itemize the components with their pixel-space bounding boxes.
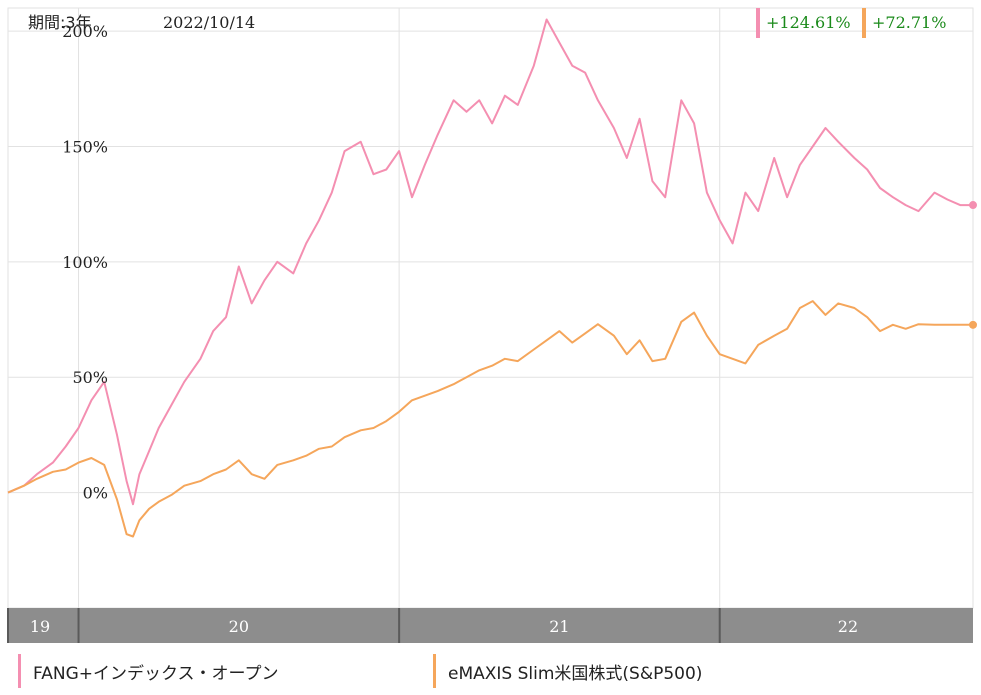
legend-swatch-fang: [18, 654, 21, 688]
grid: [7, 7, 974, 609]
legend-swatch-sp500: [433, 654, 436, 688]
x-axis-band: [8, 608, 973, 643]
return-value-fang: +124.61%: [766, 13, 851, 32]
legend-label-fang: FANG+インデックス・オープン: [33, 663, 279, 684]
chart-date: 2022/10/14: [163, 13, 255, 32]
plot-frame: [7, 7, 974, 609]
series-end-point-0: [969, 201, 977, 210]
return-marker-sp500: [862, 8, 866, 38]
period-label: 期間:3年: [28, 13, 92, 32]
y-tick-label: 150%: [62, 137, 108, 156]
x-tick-label: 19: [30, 617, 50, 636]
return-value-sp500: +72.71%: [872, 13, 946, 32]
y-tick-label: 50%: [72, 368, 108, 387]
y-tick-label: 0%: [83, 484, 108, 503]
x-tick-label: 22: [838, 617, 858, 636]
y-tick-label: 100%: [62, 253, 108, 272]
series-end-point-1: [969, 320, 977, 329]
legend-item-sp500: eMAXIS Slim米国株式(S&P500): [433, 654, 702, 688]
line-chart: 0% 50% 100% 150% 200% 19 20 21 22 期間:3年 2022/10…: [7, 7, 977, 643]
x-tick-label: 20: [229, 617, 249, 636]
series-lines: [7, 18, 977, 538]
series-line-1: [7, 300, 973, 538]
x-tick-label: 21: [549, 617, 569, 636]
legend-item-fang: FANG+インデックス・オープン: [18, 654, 278, 688]
legend-label-sp500: eMAXIS Slim米国株式(S&P500): [448, 663, 703, 684]
y-axis-tick-labels: 0% 50% 100% 150% 200%: [62, 22, 108, 503]
series-line-0: [7, 18, 973, 506]
return-marker-fang: [756, 8, 760, 38]
x-axis-bar: 19 20 21 22: [7, 608, 973, 643]
y-tick-label: 200%: [62, 22, 108, 41]
